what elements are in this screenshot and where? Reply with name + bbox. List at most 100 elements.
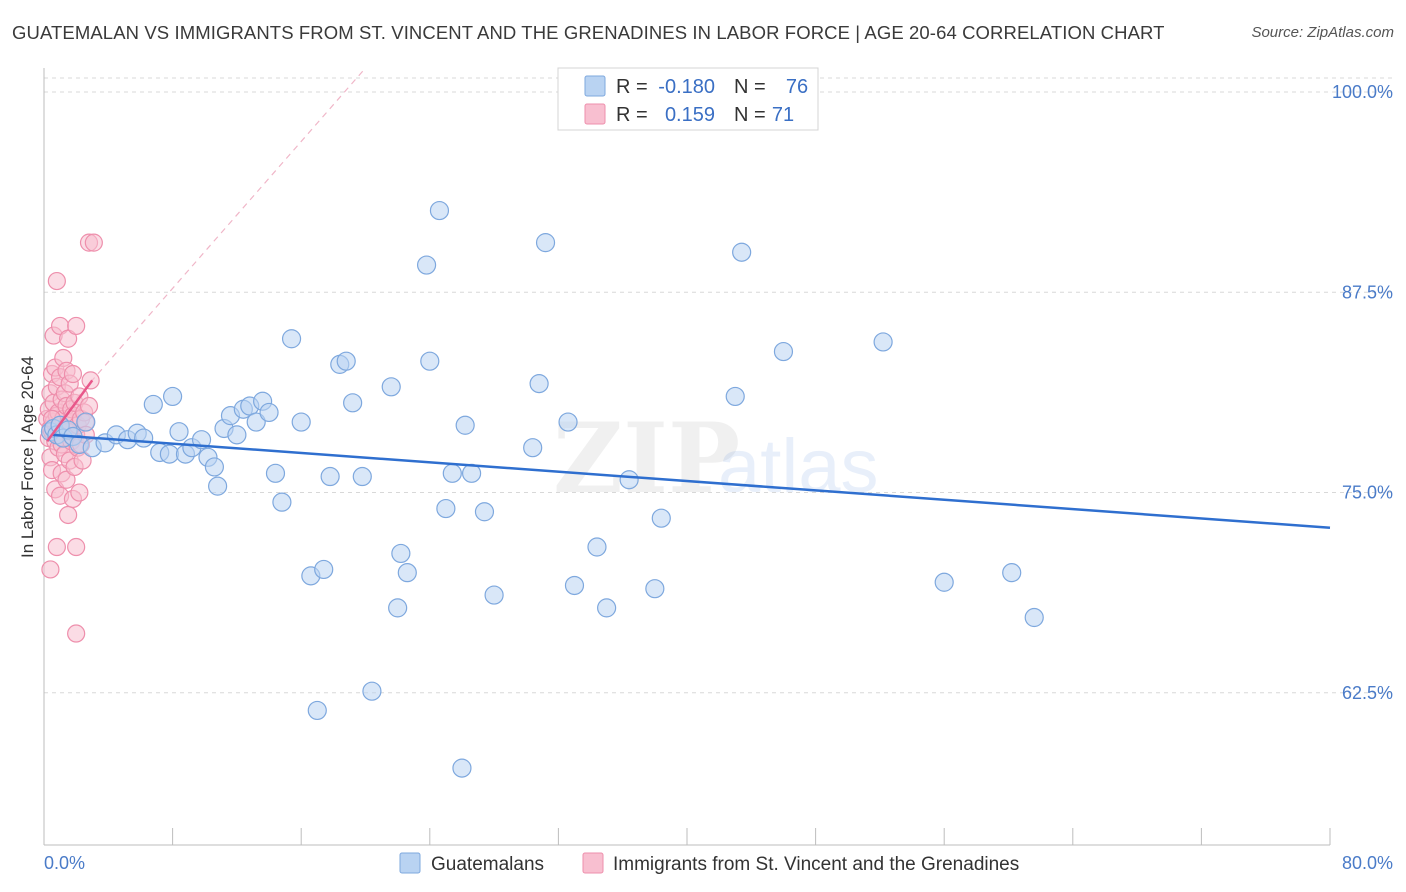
guatemalans-point <box>391 543 411 564</box>
stats-r-value-2: 0.159 <box>665 104 715 126</box>
guatemalans-point <box>535 233 556 253</box>
guatemalans-point <box>523 438 543 458</box>
guatemalans-trend-line <box>51 433 1331 530</box>
guatemalans-point <box>352 466 372 487</box>
guatemalans-point <box>564 575 585 596</box>
immigrants-point <box>47 271 66 291</box>
guatemalans-point <box>587 537 607 557</box>
guatemalans-point <box>597 598 617 618</box>
guatemalans-point <box>143 394 163 415</box>
x-tick-label-max: 80.0% <box>1342 853 1393 873</box>
immigrants-point <box>57 470 76 489</box>
watermark-atlas: atlas <box>718 424 879 509</box>
x-ticks <box>43 828 1331 845</box>
bottom-legend: Guatemalans Immigrants from St. Vincent … <box>399 852 1019 875</box>
guatemalans-point <box>381 377 401 397</box>
series-guatemalans-points <box>40 200 1044 778</box>
immigrants-point <box>67 316 86 336</box>
guatemalans-point <box>484 585 504 605</box>
immigrants-point <box>84 233 103 252</box>
y-tick-label: 100.0% <box>1332 82 1393 102</box>
guatemalans-point <box>134 428 154 448</box>
immigrants-point <box>63 364 83 384</box>
guatemalans-point <box>307 700 327 721</box>
guatemalans-point <box>388 598 408 618</box>
guatemalans-point <box>725 386 745 407</box>
guatemalans-point <box>429 200 450 221</box>
guatemalans-point <box>227 425 247 445</box>
y-axis-title: In Labor Force | Age 20-64 <box>18 356 37 558</box>
chart-title: GUATEMALAN VS IMMIGRANTS FROM ST. VINCEN… <box>12 22 1165 43</box>
watermark: ZIP atlas <box>553 402 879 515</box>
stats-r-value-1: -0.180 <box>658 76 715 98</box>
guatemalans-point <box>474 502 495 522</box>
immigrants-point <box>79 396 99 416</box>
guatemalans-point <box>259 402 279 423</box>
guatemalans-point <box>169 422 189 442</box>
legend-label-guatemalans: Guatemalans <box>431 854 544 875</box>
stats-legend-swatch-pink <box>584 103 606 125</box>
grid-lines <box>44 77 1393 694</box>
chart-source: Source: ZipAtlas.com <box>1251 24 1394 41</box>
guatemalans-point <box>397 563 417 583</box>
guatemalans-point <box>1024 607 1044 628</box>
immigrants-point <box>47 537 66 557</box>
guatemalans-point <box>163 386 183 407</box>
stats-legend: R = -0.180 N = 76 R = 0.159 N = 71 <box>557 67 819 131</box>
guatemalans-point <box>529 374 549 394</box>
guatemalans-point <box>619 470 639 490</box>
stats-n-label-2: N = <box>734 104 766 126</box>
guatemalans-point <box>442 463 462 483</box>
guatemalans-point <box>455 415 475 435</box>
immigrants-point <box>41 560 60 579</box>
guatemalans-point <box>416 255 437 275</box>
guatemalans-point <box>452 758 472 778</box>
immigrants-point <box>59 329 78 348</box>
immigrants-trend-line <box>46 379 94 443</box>
guatemalans-point <box>320 466 340 487</box>
reference-line-layer <box>46 67 366 433</box>
guatemalans-point <box>291 412 311 432</box>
watermark-zip: ZIP <box>553 402 740 515</box>
guatemalans-point <box>159 444 179 464</box>
trend-lines <box>46 379 1331 530</box>
stats-legend-swatch-blue <box>584 75 606 97</box>
guatemalans-point <box>773 341 794 362</box>
stats-n-value-2: 71 <box>772 104 794 126</box>
immigrants-point <box>59 505 78 525</box>
guatemalans-point <box>645 579 665 599</box>
immigrants-point <box>67 624 86 643</box>
reference-line <box>46 67 366 433</box>
guatemalans-point <box>362 681 382 701</box>
stats-n-value-1: 76 <box>786 76 808 98</box>
guatemalans-point <box>436 498 456 519</box>
guatemalans-point <box>246 412 266 432</box>
legend-swatch-guatemalans <box>399 852 421 874</box>
stats-r-label-1: R = <box>616 76 648 98</box>
guatemalans-point <box>873 332 893 352</box>
y-tick-labels: 62.5% 75.0% 87.5% 100.0% <box>1332 82 1393 703</box>
y-tick-label: 75.0% <box>1342 483 1393 503</box>
stats-r-label-2: R = <box>616 104 648 126</box>
legend-swatch-immigrants <box>582 852 604 874</box>
guatemalans-point <box>420 351 440 371</box>
guatemalans-point <box>336 351 356 371</box>
guatemalans-point <box>558 412 578 432</box>
guatemalans-point <box>281 329 302 349</box>
guatemalans-point <box>934 572 954 592</box>
y-tick-label: 87.5% <box>1342 282 1393 302</box>
immigrants-point <box>81 371 100 390</box>
x-tick-label-min: 0.0% <box>44 853 85 873</box>
immigrants-point <box>67 537 86 557</box>
guatemalans-point <box>314 559 334 580</box>
legend-label-immigrants: Immigrants from St. Vincent and the Gren… <box>613 854 1019 875</box>
guatemalans-point <box>76 412 96 432</box>
guatemalans-point <box>732 242 752 262</box>
stats-n-label-1: N = <box>734 76 766 98</box>
guatemalans-point <box>204 457 224 477</box>
guatemalans-point <box>651 508 671 528</box>
guatemalans-point <box>272 492 292 512</box>
guatemalans-point <box>343 393 363 413</box>
guatemalans-point <box>265 463 286 483</box>
